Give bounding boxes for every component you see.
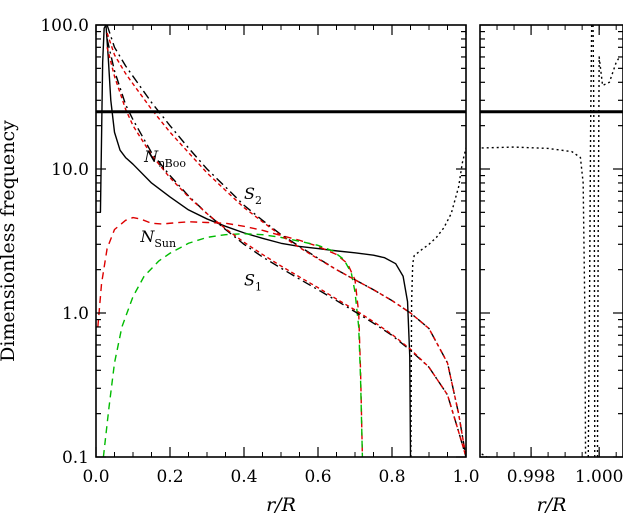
annotation-n-sun-sub: Sun — [154, 237, 176, 250]
annotation-s1-sub: 1 — [255, 281, 262, 294]
y-tick-label: 100.0 — [40, 16, 89, 36]
left-series-line-7 — [410, 147, 466, 457]
left-series-line-6 — [106, 47, 466, 457]
right-x-tick-label: 1.000 — [575, 467, 623, 487]
annotation-n-sun: NSun — [139, 227, 176, 250]
right-series-group — [481, 25, 621, 457]
left-x-axis-label: r/R — [266, 494, 296, 513]
y-tick-label: 1.0 — [62, 304, 89, 324]
left-x-tick-label: 0.0 — [82, 467, 109, 487]
left-series-group — [97, 25, 466, 457]
right-x-tick-label: 0.998 — [507, 467, 556, 487]
right-x-axis-label: r/R — [537, 494, 567, 513]
left-x-tick-label: 0.8 — [378, 467, 405, 487]
annotation-n-sun-main: N — [139, 227, 155, 246]
right-panel: 0.998 1.000 r/R — [479, 24, 623, 513]
annotation-s2-main: S — [244, 184, 255, 203]
left-series-line-4 — [106, 38, 466, 457]
annotation-n-etaboo-sub: ηBoo — [158, 157, 186, 170]
y-axis-label-group: Dimensionless frequency — [0, 120, 19, 362]
left-x-tick-label: 0.2 — [156, 467, 183, 487]
right-series-line-1 — [587, 25, 593, 457]
right-series-line-2 — [592, 25, 596, 457]
left-panel: 0.1 1.0 10.0 100.0 0.0 0.2 0.4 0.6 0.8 1.0 r/R — [40, 16, 479, 513]
left-x-tick-label: 0.6 — [304, 467, 331, 487]
y-tick-label: 10.0 — [51, 160, 89, 180]
left-series-line-2 — [102, 233, 364, 457]
right-plot-frame — [479, 24, 623, 458]
left-series-line-3 — [106, 25, 466, 457]
left-x-tick-label: 1.0 — [452, 467, 479, 487]
left-series-line-1 — [97, 216, 364, 457]
left-series-line-0 — [99, 25, 412, 457]
right-series-line-4 — [481, 453, 488, 457]
y-axis-label: Dimensionless frequency — [0, 120, 19, 362]
annotation-s1: S1 — [244, 271, 262, 294]
annotation-n-etaboo: NηBoo — [143, 147, 186, 170]
y-tick-label: 0.1 — [62, 448, 89, 468]
annotation-s2-sub: 2 — [255, 194, 262, 207]
annotation-s2: S2 — [244, 184, 262, 207]
left-series-line-5 — [106, 32, 466, 457]
right-series-line-3 — [596, 56, 621, 457]
annotation-n-etaboo-main: N — [143, 147, 159, 166]
right-series-line-0 — [481, 146, 587, 457]
annotation-s1-main: S — [244, 271, 255, 290]
left-x-tick-label: 0.4 — [230, 467, 257, 487]
